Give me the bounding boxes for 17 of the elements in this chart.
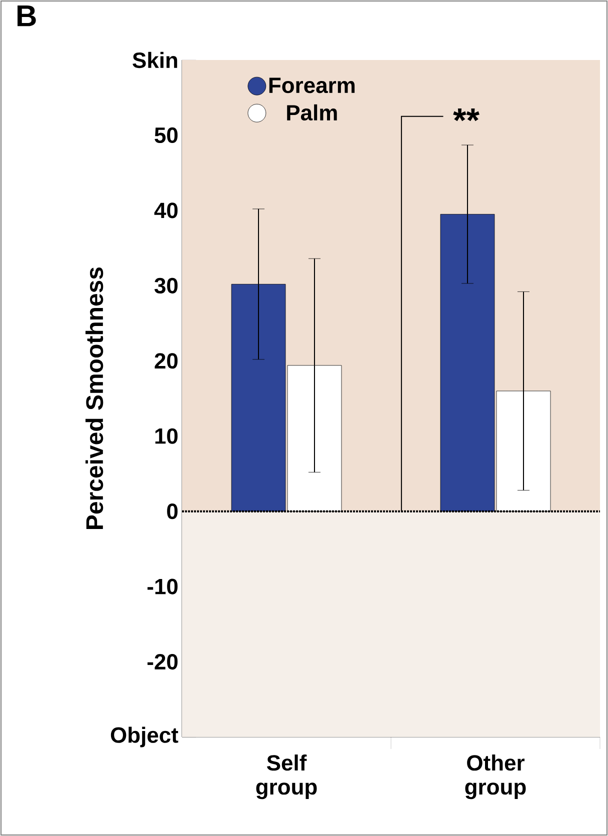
x-tick-label: Other group	[465, 754, 526, 800]
y-axis-title: Perceived Smoothness	[86, 267, 104, 529]
y-tick-label: 0	[167, 504, 178, 520]
y-tick-label: Skin	[132, 52, 178, 68]
y-tick-label: 10	[155, 428, 178, 444]
legend-label: Palm	[287, 104, 337, 121]
y-tick-label: -20	[148, 654, 178, 670]
y-tick-label: Object	[110, 726, 178, 748]
legend-label: Forearm	[269, 78, 355, 94]
x-tick-label: Self group	[256, 754, 317, 800]
text: B	[18, 6, 36, 26]
y-tick-label: 30	[154, 278, 178, 294]
y-tick-label: 20	[154, 353, 178, 369]
y-tick-label: -10	[148, 578, 178, 594]
y-tick-label: 50	[154, 127, 178, 144]
annotation: **	[453, 108, 480, 122]
y-tick-label: 40	[154, 202, 178, 218]
